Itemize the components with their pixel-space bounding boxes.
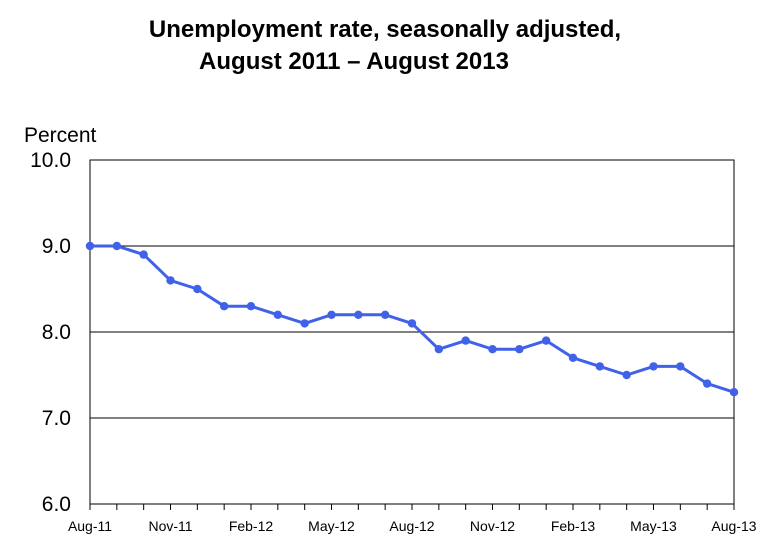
data-point-1 <box>112 241 122 251</box>
y-tick-label-3: 9.0 <box>42 235 71 258</box>
data-point-9 <box>327 310 336 319</box>
data-point-24 <box>729 388 739 397</box>
data-point-22 <box>676 362 685 371</box>
data-point-5 <box>219 302 229 311</box>
y-tick-label-2: 8.0 <box>42 321 71 344</box>
chart-title-line2: August 2011 – August 2013 <box>199 48 509 75</box>
data-point-3 <box>166 276 175 285</box>
data-point-10 <box>354 310 363 319</box>
y-axis-tick-labels: 6.0 7.0 8.0 9.0 10.0 <box>30 149 71 516</box>
x-tick-label-4: Aug-12 <box>389 518 434 534</box>
data-point-6 <box>246 302 256 311</box>
data-point-8 <box>300 319 309 328</box>
x-tick-label-5: Nov-12 <box>470 518 515 534</box>
data-point-16 <box>515 345 524 354</box>
data-point-14 <box>461 336 470 345</box>
series-unemployment-rate <box>85 241 739 397</box>
data-point-4 <box>193 284 202 294</box>
x-tick-label-0: Aug-11 <box>68 518 112 534</box>
data-point-11 <box>380 310 390 319</box>
data-point-21 <box>649 362 658 371</box>
data-point-0 <box>85 241 95 251</box>
data-point-2 <box>139 250 148 259</box>
grid-lines <box>90 245 734 419</box>
x-tick-label-7: May-13 <box>630 518 677 534</box>
chart-title-line1: Unemployment rate, seasonally adjusted, <box>148 16 622 43</box>
x-tick-label-8: Aug-13 <box>711 518 756 534</box>
y-tick-label-0: 6.0 <box>42 493 71 516</box>
x-tick-label-6: Feb-13 <box>551 518 596 534</box>
x-tick-label-1: Nov-11 <box>148 518 192 534</box>
data-point-17 <box>541 336 551 345</box>
data-point-18 <box>568 353 578 362</box>
data-point-12 <box>407 319 417 328</box>
chart-title: Unemployment rate, seasonally adjusted, … <box>0 14 770 78</box>
y-tick-label-1: 7.0 <box>42 407 71 430</box>
data-point-19 <box>595 362 605 371</box>
y-tick-label-4: 10.0 <box>30 149 71 172</box>
data-point-15 <box>488 345 497 354</box>
data-point-23 <box>702 379 712 388</box>
y-axis-label: Percent <box>24 124 97 147</box>
data-point-7 <box>273 310 283 319</box>
data-point-13 <box>434 345 444 354</box>
series-line-0 <box>90 244 735 394</box>
data-point-20 <box>622 370 631 380</box>
x-tick-label-3: May-12 <box>308 518 355 534</box>
x-axis-ticks <box>89 504 735 510</box>
x-tick-label-2: Feb-12 <box>229 518 274 534</box>
x-axis-tick-labels: Aug-11 Nov-11 Feb-12 May-12 Aug-12 Nov-12 Feb-… <box>68 518 757 534</box>
